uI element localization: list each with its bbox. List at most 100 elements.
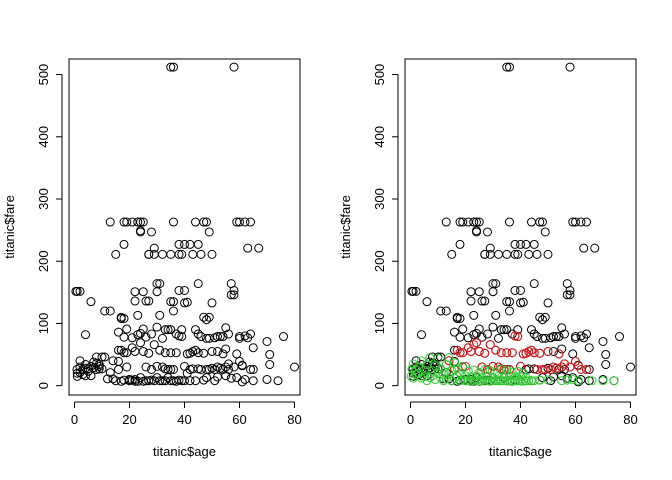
data-point	[408, 286, 418, 296]
data-point	[455, 348, 465, 358]
data-point	[221, 323, 231, 333]
data-point	[240, 331, 250, 341]
data-point	[103, 374, 112, 384]
data-point	[237, 361, 247, 371]
data-point	[171, 348, 181, 358]
data-point	[505, 217, 514, 227]
data-point	[177, 249, 187, 259]
data-point	[254, 243, 264, 253]
data-point	[138, 324, 148, 334]
data-point	[516, 239, 525, 249]
data-point	[576, 364, 586, 374]
data-point	[191, 325, 200, 335]
data-point	[155, 376, 165, 386]
data-point	[147, 364, 156, 374]
data-point	[516, 371, 525, 381]
data-point	[502, 249, 512, 259]
data-point	[158, 362, 167, 372]
data-point	[144, 296, 154, 306]
data-point	[207, 249, 217, 259]
data-point	[105, 217, 115, 227]
data-point	[408, 359, 418, 369]
data-point	[557, 344, 567, 354]
data-point	[196, 332, 206, 342]
data-point	[108, 356, 118, 366]
data-point	[147, 329, 156, 339]
data-point	[202, 373, 211, 383]
data-point	[510, 285, 520, 295]
data-point	[461, 371, 470, 381]
data-point	[469, 310, 479, 320]
data-point	[246, 217, 255, 227]
data-point	[562, 290, 572, 300]
data-point	[472, 371, 481, 381]
data-point	[152, 287, 162, 297]
data-point	[499, 325, 509, 335]
x-axis-left: 0 20 40 60 80	[71, 401, 302, 427]
data-point	[221, 371, 231, 381]
scatter-panel-left: 0 20 40 60 80 0 100 200 300 400 500 titanic$age t…	[2, 58, 302, 459]
data-point	[505, 306, 514, 316]
data-point	[279, 332, 288, 342]
data-point	[75, 356, 85, 366]
data-point	[538, 217, 547, 227]
data-point	[152, 322, 162, 332]
data-point	[582, 217, 591, 227]
data-point	[535, 312, 545, 322]
data-point	[480, 249, 490, 259]
data-point	[532, 332, 542, 342]
data-point	[469, 217, 479, 227]
data-point	[166, 348, 176, 358]
data-point	[114, 345, 123, 355]
data-point	[491, 310, 501, 320]
points-group-right	[406, 62, 635, 387]
y-tick-label: 300	[36, 188, 51, 210]
data-point	[180, 285, 189, 295]
data-point	[136, 338, 145, 348]
data-point	[532, 249, 542, 259]
data-point	[560, 329, 569, 339]
data-point	[166, 249, 176, 259]
y-tick-label: 0	[36, 382, 51, 389]
data-point	[97, 352, 107, 362]
data-point	[477, 362, 487, 372]
data-point	[428, 366, 437, 376]
data-point	[81, 330, 90, 340]
data-point	[273, 376, 283, 386]
data-point	[155, 345, 165, 355]
y-axis-left: 0 100 200 300 400 500	[36, 64, 63, 389]
data-point	[97, 364, 107, 374]
data-point	[573, 376, 583, 386]
data-point	[436, 373, 446, 383]
data-point	[163, 325, 173, 335]
data-point	[601, 350, 611, 360]
data-point	[587, 376, 597, 386]
data-point	[166, 364, 176, 374]
data-point	[626, 362, 635, 372]
data-point	[474, 324, 484, 334]
data-point	[114, 364, 123, 374]
data-point	[232, 349, 242, 359]
data-point	[169, 217, 178, 227]
data-point	[505, 371, 514, 381]
y-tick-label: 500	[36, 64, 51, 86]
data-point	[521, 373, 531, 383]
points-group-left	[71, 62, 299, 387]
data-point	[144, 249, 154, 259]
data-point	[224, 364, 233, 374]
data-point	[160, 348, 170, 358]
data-point	[193, 239, 203, 249]
data-point	[491, 345, 501, 355]
x-tick-label: 20	[122, 412, 136, 427]
data-point	[496, 325, 506, 335]
data-point	[160, 325, 170, 335]
data-point	[571, 217, 580, 227]
data-point	[513, 249, 523, 259]
data-point	[226, 373, 236, 383]
data-point	[414, 362, 424, 372]
data-point	[450, 345, 459, 355]
data-point	[138, 287, 148, 297]
data-point	[116, 345, 126, 355]
data-point	[436, 364, 446, 374]
